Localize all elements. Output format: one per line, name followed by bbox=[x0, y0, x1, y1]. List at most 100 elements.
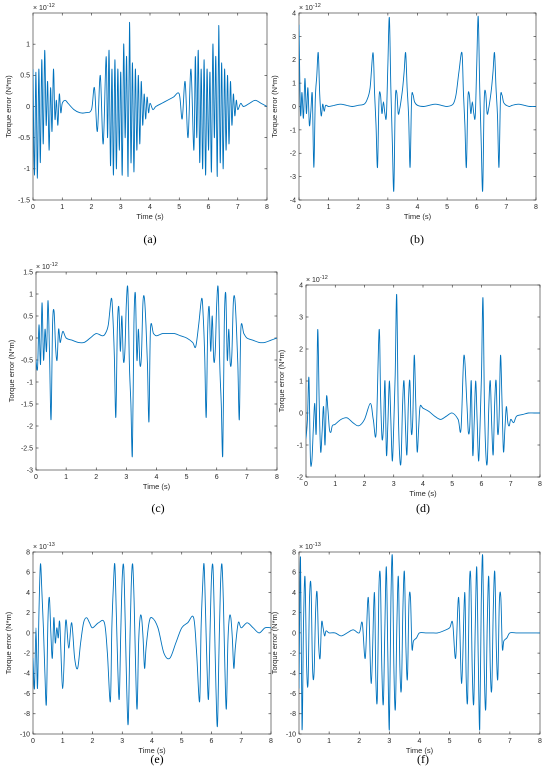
series-line bbox=[36, 285, 277, 458]
y-tick-label: 0.5 bbox=[23, 313, 33, 320]
y-tick-label: 6 bbox=[292, 570, 296, 577]
x-tick-label: 1 bbox=[64, 474, 68, 481]
x-tick-label: 1 bbox=[327, 204, 331, 211]
y-tick-label: -1 bbox=[24, 166, 30, 173]
x-tick-label: 8 bbox=[275, 474, 279, 481]
y-tick-label: -6 bbox=[24, 691, 30, 698]
y-tick-label: -4 bbox=[290, 197, 296, 204]
y-tick-label: -0.5 bbox=[18, 135, 30, 142]
x-tick-label: 3 bbox=[120, 738, 124, 745]
x-tick-label: 5 bbox=[448, 738, 452, 745]
y-tick-label: 8 bbox=[292, 549, 296, 556]
y-tick-label: 0 bbox=[29, 335, 33, 342]
y-tick-label: 2 bbox=[26, 610, 30, 617]
x-tick-label: 7 bbox=[508, 738, 512, 745]
series-line bbox=[299, 16, 536, 192]
y-tick-label: 1 bbox=[26, 42, 30, 49]
x-tick-label: 6 bbox=[210, 738, 214, 745]
x-tick-label: 2 bbox=[94, 474, 98, 481]
x-tick-label: 0 bbox=[304, 481, 308, 488]
x-tick-label: 0 bbox=[31, 738, 35, 745]
y-tick-label: 0 bbox=[26, 104, 30, 111]
y-tick-label: 3 bbox=[299, 314, 303, 321]
x-tick-label: 0 bbox=[34, 474, 38, 481]
y-tick-label: -1 bbox=[27, 379, 33, 386]
plot-frame bbox=[32, 551, 272, 735]
y-tick-label: 6 bbox=[26, 570, 30, 577]
x-tick-label: 8 bbox=[538, 481, 542, 488]
x-tick-label: 6 bbox=[207, 204, 211, 211]
y-tick-label: -2 bbox=[27, 423, 33, 430]
y-axis-label: Torque error (N*m) bbox=[270, 75, 279, 138]
x-tick-label: 4 bbox=[150, 738, 154, 745]
x-tick-label: 3 bbox=[119, 204, 123, 211]
y-tick-label: 1 bbox=[299, 378, 303, 385]
x-axis-label: Time (s) bbox=[136, 212, 164, 221]
subfigure-caption: (f) bbox=[417, 752, 429, 766]
subfigure-caption: (a) bbox=[143, 232, 156, 246]
x-tick-label: 0 bbox=[31, 204, 35, 211]
y-tick-label: 1 bbox=[292, 81, 296, 88]
x-tick-label: 2 bbox=[363, 481, 367, 488]
x-tick-label: 8 bbox=[534, 204, 538, 211]
y-tick-label: -2 bbox=[24, 651, 30, 658]
y-axis-label: Torque error (N*m) bbox=[7, 339, 16, 402]
x-tick-label: 7 bbox=[236, 204, 240, 211]
y-tick-label: -1.5 bbox=[18, 197, 30, 204]
x-tick-label: 0 bbox=[297, 204, 301, 211]
y-tick-label: 2 bbox=[299, 346, 303, 353]
y-exponent: × 10-12 bbox=[299, 3, 321, 12]
chart-a: 0 1 2 3 4 5 6 7 8 -1.5 -1 -0.5 0 0.5 1 × 10-12 Time (s) T… bbox=[4, 3, 269, 246]
x-tick-label: 2 bbox=[356, 204, 360, 211]
x-tick-label: 8 bbox=[265, 204, 269, 211]
y-tick-label: -4 bbox=[24, 671, 30, 678]
y-tick-label: -8 bbox=[290, 711, 296, 718]
x-axis-label: Time (s) bbox=[409, 489, 437, 498]
x-tick-label: 5 bbox=[177, 204, 181, 211]
y-tick-label: -1 bbox=[290, 127, 296, 134]
x-tick-label: 6 bbox=[478, 738, 482, 745]
y-tick-label: 8 bbox=[26, 549, 30, 556]
y-tick-label: 4 bbox=[292, 10, 296, 17]
x-tick-label: 6 bbox=[215, 474, 219, 481]
x-tick-label: 5 bbox=[445, 204, 449, 211]
x-tick-label: 3 bbox=[124, 474, 128, 481]
plot-frame bbox=[305, 284, 541, 478]
plot-frame bbox=[32, 12, 268, 201]
x-tick-label: 6 bbox=[475, 204, 479, 211]
subfigure-caption: (c) bbox=[151, 501, 164, 515]
y-tick-label: -2 bbox=[297, 474, 303, 481]
y-exponent: × 10-12 bbox=[33, 3, 55, 12]
x-tick-label: 4 bbox=[416, 204, 420, 211]
series-line bbox=[299, 554, 540, 731]
x-tick-label: 4 bbox=[155, 474, 159, 481]
x-tick-label: 0 bbox=[297, 738, 301, 745]
x-axis-label: Time (s) bbox=[138, 746, 166, 755]
x-tick-label: 7 bbox=[504, 204, 508, 211]
y-tick-label: 1 bbox=[29, 291, 33, 298]
y-tick-label: -3 bbox=[290, 174, 296, 181]
series-line bbox=[33, 21, 267, 179]
x-tick-label: 5 bbox=[185, 474, 189, 481]
y-tick-label: 4 bbox=[299, 282, 303, 289]
plot-frame bbox=[35, 271, 278, 471]
y-tick-label: 2 bbox=[292, 57, 296, 64]
y-exponent: × 10-13 bbox=[33, 542, 55, 551]
y-tick-label: -2 bbox=[290, 651, 296, 658]
y-tick-label: 0 bbox=[292, 104, 296, 111]
series-line bbox=[306, 294, 540, 467]
y-exponent: × 10-13 bbox=[299, 542, 321, 551]
x-tick-label: 1 bbox=[327, 738, 331, 745]
x-axis-label: Time (s) bbox=[143, 482, 171, 491]
x-tick-label: 4 bbox=[421, 481, 425, 488]
x-tick-label: 2 bbox=[91, 738, 95, 745]
y-tick-label: 0 bbox=[292, 630, 296, 637]
y-tick-label: -4 bbox=[290, 671, 296, 678]
y-tick-label: 0 bbox=[299, 410, 303, 417]
x-tick-label: 8 bbox=[269, 738, 273, 745]
x-tick-label: 1 bbox=[61, 738, 65, 745]
y-tick-label: -1 bbox=[297, 442, 303, 449]
